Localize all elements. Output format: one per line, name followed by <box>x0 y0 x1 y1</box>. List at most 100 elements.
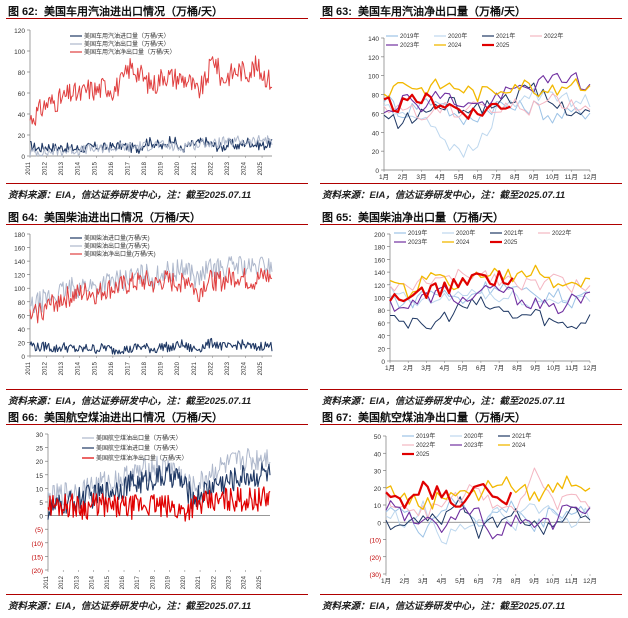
y-tick-label: 20 <box>378 346 386 353</box>
series-line-6 <box>383 92 511 120</box>
figure-title: 图 62: 美国车用汽油进出口情况（万桶/天） <box>8 6 224 18</box>
series-line-2 <box>390 296 591 330</box>
y-tick-label: 120 <box>14 28 25 35</box>
x-tick-label: 2011 <box>44 575 50 589</box>
x-tick-label: 4月 <box>437 577 447 585</box>
series-line-2 <box>29 55 273 126</box>
x-tick-label: 10月 <box>546 173 560 181</box>
x-tick-label: 2022 <box>211 575 217 589</box>
x-tick-label: 2016 <box>109 161 115 175</box>
x-tick-label: 2014 <box>76 361 82 375</box>
series-line-1 <box>29 255 273 314</box>
y-tick-label: 180 <box>14 232 25 239</box>
x-tick-label: 2022 <box>208 361 214 375</box>
x-tick-label: 2017 <box>125 161 131 175</box>
y-tick-label: (20) <box>31 568 43 575</box>
legend-label: 2024 <box>456 240 470 246</box>
x-tick-label: 2017 <box>125 361 131 375</box>
x-tick-label: 2012 <box>43 161 49 175</box>
x-tick-label: 12月 <box>583 173 597 181</box>
y-tick-label: 160 <box>374 257 385 264</box>
legend-label: 2021年 <box>512 432 531 440</box>
chart-svg: (30) (20) (10) 0 10 20 30 40 50 1月 2月 3月 4月 5月 6月 7月 8月 9… <box>369 432 597 585</box>
y-tick-label: 0 <box>39 514 43 521</box>
x-tick-label: 2016 <box>120 575 126 589</box>
x-tick-label: 6月 <box>474 577 484 585</box>
figure-title: 图 64: 美国柴油进出口情况（万桶/天） <box>8 212 202 224</box>
series-line-0 <box>385 496 591 538</box>
x-tick-label: 2014 <box>76 161 82 175</box>
y-tick-label: 180 <box>374 245 385 252</box>
x-tick-label: 6月 <box>476 364 486 372</box>
x-tick-label: 2019 <box>159 161 165 175</box>
x-tick-label: 2015 <box>105 575 111 589</box>
y-tick-label: 30 <box>36 432 44 439</box>
y-tick-label: 140 <box>368 36 379 43</box>
panel-fig-67: 图 67: 美国航空煤油净出口量（万桶/天） (30) (20) (10) 0 10 20 3… <box>314 406 628 612</box>
legend-label: 2023年 <box>400 41 419 49</box>
x-tick-label: 2013 <box>59 361 65 375</box>
x-tick-label: 4月 <box>435 173 445 181</box>
source-note: 资料来源：EIA，信达证券研发中心，注：截至2025.07.11 <box>322 396 566 407</box>
series-line-5 <box>389 264 591 300</box>
y-tick-label: (5) <box>35 527 43 534</box>
x-tick-label: 2024 <box>242 575 248 589</box>
legend-label: 2021年 <box>496 32 515 40</box>
legend-label: 2020年 <box>448 32 467 40</box>
y-tick-label: 10 <box>36 486 44 493</box>
x-tick-label: 2012 <box>59 575 65 589</box>
series-line-0 <box>29 135 273 154</box>
x-tick-label: 2023 <box>225 361 231 375</box>
x-tick-label: 2018 <box>150 575 156 589</box>
legend-label: 美国航空煤油净出口量（万桶/天） <box>96 454 188 462</box>
x-tick-label: 5月 <box>455 577 465 585</box>
legend-label: 美国柴油净出口量(万桶/天) <box>84 250 156 258</box>
panel-fig-66: 图 66: 美国航空煤油进出口情况（万桶/天） (20) (15) (10) (5) 0 5… <box>0 406 314 612</box>
x-tick-label: 8月 <box>511 577 521 585</box>
x-tick-label: 2月 <box>398 173 408 181</box>
y-tick-label: 60 <box>378 321 386 328</box>
y-tick-label: 20 <box>18 340 26 347</box>
x-tick-label: 6月 <box>473 173 483 181</box>
x-tick-label: 2016 <box>109 361 115 375</box>
x-tick-label: 2021 <box>192 361 198 375</box>
y-tick-label: 0 <box>381 359 385 366</box>
y-tick-label: 0 <box>21 354 25 361</box>
series-line-6 <box>385 480 513 510</box>
x-tick-label: 2017 <box>135 575 141 589</box>
legend-label: 2020年 <box>456 229 475 237</box>
x-tick-label: 2018 <box>142 161 148 175</box>
y-tick-label: 30 <box>374 469 382 476</box>
y-tick-label: 100 <box>14 286 25 293</box>
series-line-3 <box>383 93 591 121</box>
x-tick-label: 2023 <box>225 161 231 175</box>
y-tick-label: 200 <box>374 232 385 239</box>
y-tick-label: 10 <box>374 503 382 510</box>
series-line-0 <box>389 281 591 309</box>
y-tick-label: 50 <box>374 434 382 441</box>
x-tick-label: 7月 <box>492 577 502 585</box>
legend-label: 2022年 <box>544 32 563 40</box>
y-tick-label: 40 <box>372 130 380 137</box>
series-line-1 <box>385 500 591 545</box>
x-tick-label: 4月 <box>439 364 449 372</box>
x-tick-label: 1月 <box>379 173 389 181</box>
y-tick-label: 20 <box>372 149 380 156</box>
y-tick-label: 0 <box>377 520 381 527</box>
y-tick-label: 160 <box>14 246 25 253</box>
y-tick-label: 80 <box>378 308 386 315</box>
figure-title: 图 65: 美国柴油净出口量（万桶/天） <box>322 212 505 224</box>
legend-label: 2020年 <box>464 432 483 440</box>
legend-label: 2023年 <box>408 238 427 246</box>
x-tick-label: 2025 <box>258 161 264 175</box>
legend-label: 美国车用汽油进口量（万桶/天） <box>84 32 170 40</box>
legend-label: 2022年 <box>552 229 571 237</box>
series-line-2 <box>47 486 271 522</box>
x-tick-label: 12月 <box>583 577 597 585</box>
series-line-1 <box>29 135 273 157</box>
y-tick-label: (10) <box>369 538 381 545</box>
legend-label: 2019年 <box>400 32 419 40</box>
x-tick-label: 2013 <box>74 575 80 589</box>
panel-fig-63: 图 63: 美国车用汽油净出口量（万桶/天） 0 20 40 60 80 100 120 140… <box>314 0 628 206</box>
